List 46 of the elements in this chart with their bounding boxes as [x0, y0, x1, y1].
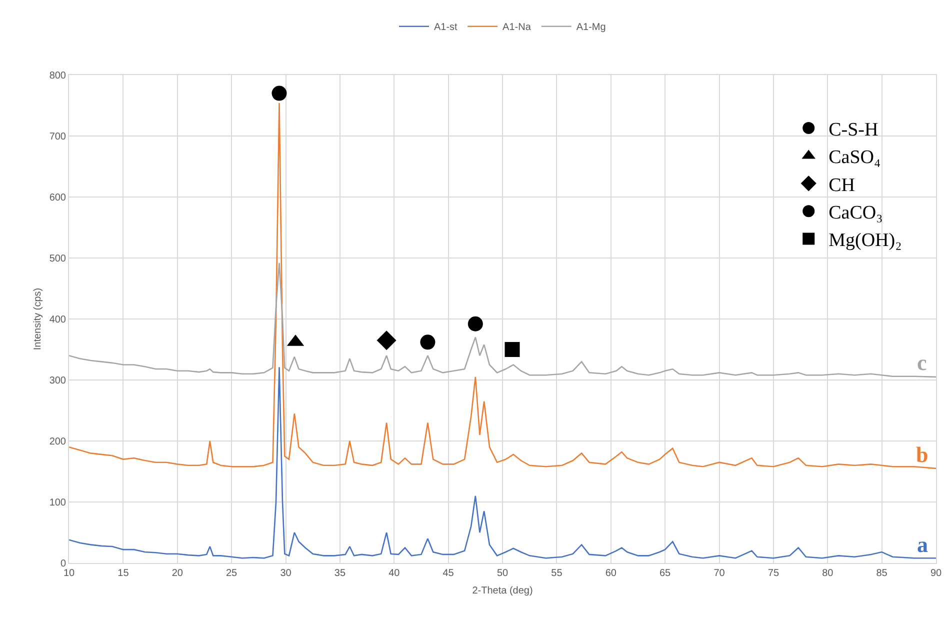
- y-tick-label: 600: [49, 192, 66, 204]
- x-tick-label: 75: [768, 568, 780, 579]
- legend-label: CaSO₄: [828, 147, 881, 168]
- x-tick-label: 45: [442, 568, 454, 579]
- point: [504, 342, 520, 357]
- y-tick-label: 200: [49, 436, 66, 448]
- annotation: b: [916, 442, 928, 467]
- point: [468, 316, 483, 332]
- x-axis-title: 2-Theta (deg): [472, 586, 533, 596]
- annotation: a: [917, 532, 928, 557]
- x-tick-label: 70: [714, 568, 726, 579]
- x-tick-label: 50: [496, 568, 508, 579]
- legend-label: C-S-H: [828, 119, 879, 140]
- x-tick-label: 10: [63, 568, 75, 579]
- x-tick-label: 90: [930, 568, 942, 579]
- y-tick-label: 500: [49, 254, 66, 264]
- legend-label: Mg(OH)₂: [828, 230, 902, 252]
- legend-label: A1-st: [434, 22, 458, 34]
- y-tick-label: 0: [60, 558, 66, 570]
- x-tick-label: 60: [605, 568, 617, 579]
- annotation: c: [917, 350, 927, 375]
- x-tick-label: 20: [172, 568, 184, 579]
- legend-label: A1-Na: [502, 22, 532, 34]
- line-series: [69, 102, 936, 470]
- y-tick-label: 400: [49, 314, 66, 326]
- x-tick-label: 65: [659, 568, 672, 579]
- x-tick-label: 80: [822, 568, 834, 579]
- point: [272, 86, 287, 101]
- point: [420, 334, 436, 350]
- y-tick-label: 700: [49, 132, 66, 142]
- x-tick-label: 35: [334, 568, 346, 579]
- x-tick-label: 15: [118, 568, 130, 579]
- line-series: [69, 262, 936, 378]
- x-tick-label: 85: [876, 568, 888, 579]
- y-tick-label: 800: [49, 70, 66, 82]
- y-axis-title: Intensity (cps): [32, 288, 44, 350]
- x-tick-label: 40: [388, 568, 400, 579]
- x-tick-label: 25: [226, 568, 238, 579]
- legend-label: CaCO₃: [828, 202, 883, 224]
- legend-label: CH: [828, 174, 856, 196]
- x-tick-label: 30: [280, 568, 292, 579]
- y-tick-label: 100: [49, 498, 66, 508]
- point: [376, 330, 396, 350]
- y-tick-label: 300: [49, 376, 66, 386]
- x-tick-label: 55: [551, 568, 563, 579]
- legend-label: A1-Mg: [576, 22, 606, 34]
